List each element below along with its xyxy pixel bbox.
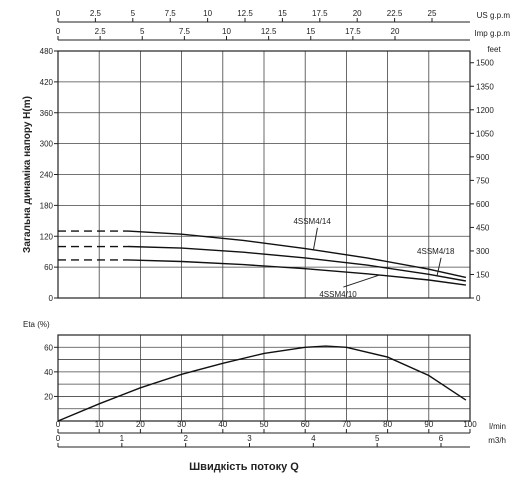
us-gpm-tick-label: 0 bbox=[56, 9, 61, 18]
lmin-tick-label: 60 bbox=[301, 420, 310, 429]
top-flow-axes: 0 2.5 5 7.5 10 12.5 15 17.5 20 22.5 250 2.5 5 7.5 10 12… bbox=[56, 9, 511, 41]
lmin-tick-label: 30 bbox=[177, 420, 186, 429]
imp-gpm-tick-label: 0 bbox=[56, 27, 61, 36]
head-y-tick-label: 240 bbox=[40, 171, 54, 180]
eta-y-tick-label: 40 bbox=[44, 368, 53, 377]
feet-tick-label: 900 bbox=[476, 153, 490, 162]
m3h-tick-label: 6 bbox=[439, 434, 444, 443]
curve-label-leader bbox=[312, 227, 318, 250]
lmin-tick-label: 80 bbox=[383, 420, 392, 429]
feet-tick-label: 1200 bbox=[476, 106, 494, 115]
flow-axis-title: Швидкість потоку Q bbox=[189, 461, 299, 473]
head-y-tick-label: 420 bbox=[40, 78, 54, 87]
head-y-tick-label: 60 bbox=[44, 263, 53, 272]
us-gpm-tick-label: 15 bbox=[278, 9, 287, 18]
head-y-tick-label: 180 bbox=[40, 201, 54, 210]
imp-gpm-tick-label: 5 bbox=[140, 27, 145, 36]
m3h-tick-label: 2 bbox=[183, 434, 188, 443]
feet-tick-label: 600 bbox=[476, 200, 490, 209]
curve-label-leader bbox=[343, 274, 380, 288]
curve-label-leader bbox=[436, 257, 442, 276]
head-y-tick-label: 360 bbox=[40, 109, 54, 118]
feet-tick-label: 0 bbox=[476, 294, 481, 303]
feet-tick-label: 150 bbox=[476, 270, 490, 279]
head-y-tick-label: 300 bbox=[40, 140, 54, 149]
feet-tick-label: 1350 bbox=[476, 82, 494, 91]
imp-gpm-unit: Imp g.p.m bbox=[474, 29, 510, 38]
head-y-tick-label: 0 bbox=[49, 294, 54, 303]
imp-gpm-tick-label: 7.5 bbox=[179, 27, 191, 36]
us-gpm-tick-label: 25 bbox=[428, 9, 437, 18]
curve-label-text: 4SSM4/14 bbox=[293, 217, 331, 226]
us-gpm-tick-label: 10 bbox=[203, 9, 212, 18]
head-curve-1 bbox=[127, 245, 467, 282]
imp-gpm-tick-label: 2.5 bbox=[95, 27, 107, 36]
imp-gpm-tick-label: 17.5 bbox=[345, 27, 361, 36]
lmin-tick-label: 90 bbox=[424, 420, 433, 429]
head-curve-0 bbox=[127, 230, 467, 279]
m3h-tick-label: 4 bbox=[311, 434, 316, 443]
imp-gpm-tick-label: 12.5 bbox=[261, 27, 277, 36]
us-gpm-unit: US g.p.m bbox=[477, 11, 511, 20]
feet-unit: feet bbox=[487, 45, 501, 54]
head-curve-2 bbox=[127, 259, 466, 286]
lmin-tick-label: 10 bbox=[95, 420, 104, 429]
feet-tick-label: 1500 bbox=[476, 59, 494, 68]
lmin-tick-label: 50 bbox=[260, 420, 269, 429]
m3h-unit: m3/h bbox=[488, 436, 506, 445]
lmin-tick-label: 40 bbox=[218, 420, 227, 429]
bottom-flow-axes: 0 10 20 30 40 50 60 70 80 90 100 0 1 2 3 4 5 6 l/min m3/h bbox=[56, 420, 506, 448]
us-gpm-tick-label: 5 bbox=[131, 9, 136, 18]
feet-tick-label: 1050 bbox=[476, 129, 494, 138]
us-gpm-tick-label: 22.5 bbox=[387, 9, 403, 18]
lmin-unit: l/min bbox=[489, 422, 506, 431]
imp-gpm-tick-label: 15 bbox=[306, 27, 315, 36]
m3h-tick-label: 5 bbox=[375, 434, 380, 443]
us-gpm-tick-label: 2.5 bbox=[90, 9, 102, 18]
imp-gpm-tick-label: 20 bbox=[391, 27, 400, 36]
feet-tick-label: 750 bbox=[476, 176, 490, 185]
eta-curve bbox=[57, 345, 467, 422]
head-y-tick-label: 480 bbox=[40, 47, 54, 56]
us-gpm-tick-label: 20 bbox=[353, 9, 362, 18]
feet-tick-label: 450 bbox=[476, 223, 490, 232]
curve-label-text: 4SSM4/18 bbox=[417, 247, 455, 256]
us-gpm-tick-label: 17.5 bbox=[312, 9, 328, 18]
us-gpm-tick-label: 12.5 bbox=[237, 9, 253, 18]
head-y-tick-label: 120 bbox=[40, 232, 54, 241]
head-axis-label: Загальна динаміка напору H(m) bbox=[22, 96, 33, 253]
lmin-tick-label: 20 bbox=[136, 420, 145, 429]
imp-gpm-tick-label: 10 bbox=[222, 27, 231, 36]
eta-plot-frame bbox=[57, 334, 471, 422]
lmin-tick-label: 0 bbox=[56, 420, 61, 429]
feet-tick-label: 300 bbox=[476, 247, 490, 256]
lmin-tick-label: 70 bbox=[342, 420, 351, 429]
efficiency-curve-panel: 20 40 60 bbox=[44, 334, 471, 422]
head-curve-panel: 0 60 120 180 240 300 360 420 480 0 150 300 450 600 750… bbox=[40, 45, 502, 303]
m3h-tick-label: 1 bbox=[120, 434, 125, 443]
lmin-tick-label: 100 bbox=[463, 420, 477, 429]
m3h-tick-label: 0 bbox=[56, 434, 61, 443]
efficiency-axis-label: Eta (%) bbox=[23, 320, 50, 329]
us-gpm-tick-label: 7.5 bbox=[165, 9, 177, 18]
curve-label-text: 4SSM4/10 bbox=[319, 290, 357, 299]
m3h-tick-label: 3 bbox=[247, 434, 252, 443]
eta-y-tick-label: 60 bbox=[44, 343, 53, 352]
eta-y-tick-label: 20 bbox=[44, 392, 53, 401]
